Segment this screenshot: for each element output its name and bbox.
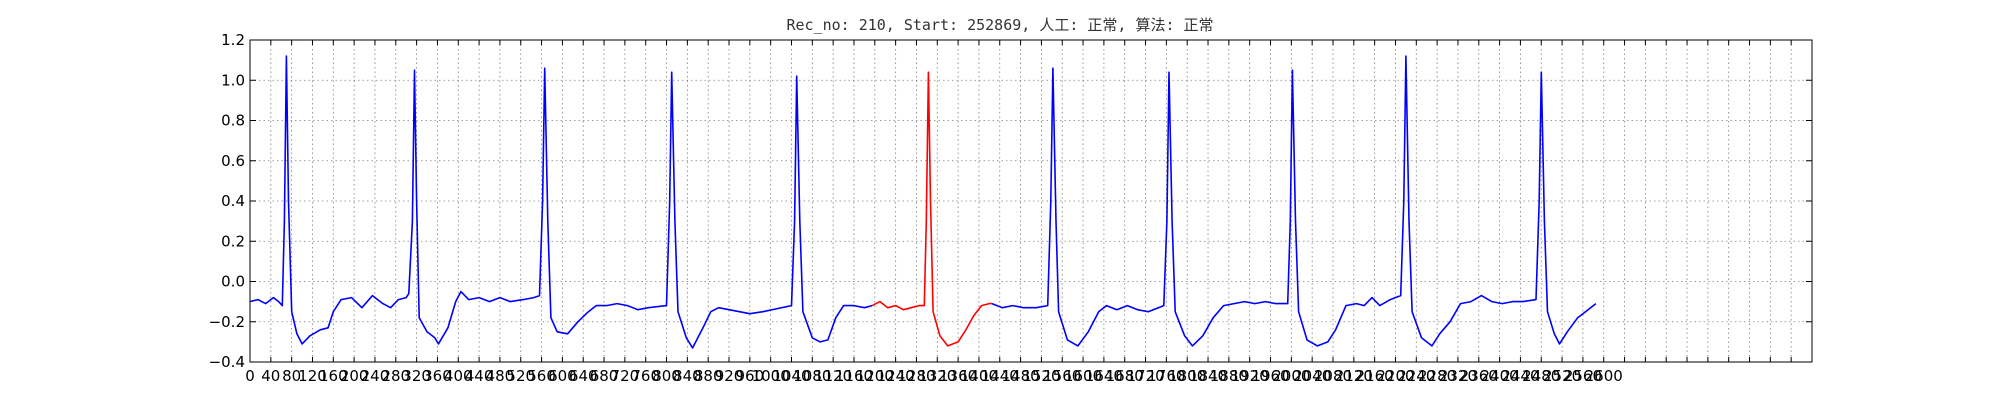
x-tick-label: 1560 [1043, 367, 1081, 385]
x-tick-label: 400 [444, 367, 473, 385]
x-tick-label: 1840 [1189, 367, 1227, 385]
x-tick-label: 760 [631, 367, 660, 385]
x-tick-label: 360 [423, 367, 452, 385]
y-tick-label: 1.0 [221, 71, 245, 89]
x-tick-label: 2120 [1335, 367, 1373, 385]
x-tick-label: 1920 [1231, 367, 1269, 385]
x-tick-label: 720 [611, 367, 640, 385]
x-tick-label: 2280 [1418, 367, 1456, 385]
x-tick-label: 2440 [1501, 367, 1539, 385]
x-tick-label: 80 [282, 367, 301, 385]
y-tick-label: 0.8 [221, 112, 245, 130]
ecg-segment-2 [871, 71, 992, 347]
x-tick-label: 1360 [939, 367, 977, 385]
y-tick-label: 0.4 [221, 192, 245, 210]
y-tick-label: 0.0 [221, 273, 245, 291]
x-tick-label: 2240 [1397, 367, 1435, 385]
x-tick-label: 320 [402, 367, 431, 385]
ecg-series [249, 55, 1597, 349]
x-tick-label: 920 [715, 367, 744, 385]
x-tick-label: 1640 [1085, 367, 1123, 385]
x-tick-label: 200 [340, 367, 369, 385]
x-tick-label: 1120 [814, 367, 852, 385]
x-tick-label: 280 [381, 367, 410, 385]
x-tick-label: 120 [298, 367, 327, 385]
x-tick-label: 1960 [1251, 367, 1289, 385]
x-tick-label: 640 [569, 367, 598, 385]
x-tick-label: 2320 [1439, 367, 1477, 385]
x-tick-label: 2360 [1460, 367, 1498, 385]
x-tick-label: 2480 [1522, 367, 1560, 385]
y-tick-label: −0.2 [209, 313, 245, 331]
x-tick-label: 1320 [918, 367, 956, 385]
x-tick-label: 40 [261, 367, 280, 385]
x-tick-label: 2040 [1293, 367, 1331, 385]
x-tick-label: 160 [319, 367, 348, 385]
x-tick-label: 2520 [1543, 367, 1581, 385]
x-tick-label: 1200 [856, 367, 894, 385]
x-axis-ticks: 0 40 8012016020024028032036040044048052056… [245, 40, 1813, 385]
x-tick-label: 1280 [897, 367, 935, 385]
x-tick-label: 2600 [1585, 367, 1623, 385]
chart-title: Rec_no: 210, Start: 252869, 人工: 正常, 算法: … [786, 16, 1213, 34]
y-tick-label: 0.2 [221, 232, 245, 250]
x-tick-label: 1720 [1126, 367, 1164, 385]
x-tick-label: 2400 [1481, 367, 1519, 385]
x-tick-label: 1000 [752, 367, 790, 385]
x-tick-label: 1240 [877, 367, 915, 385]
x-tick-label: 2000 [1272, 367, 1310, 385]
x-tick-label: 1080 [793, 367, 831, 385]
x-tick-label: 240 [361, 367, 390, 385]
x-tick-label: 600 [548, 367, 577, 385]
y-axis-ticks: −0.4 −0.2 0.0 0.2 0.4 0.6 0.8 1.0 1.2 [209, 31, 1812, 371]
x-tick-label: 440 [465, 367, 494, 385]
x-tick-label: 800 [652, 367, 681, 385]
x-tick-label: 1600 [1064, 367, 1102, 385]
y-tick-label: 0.6 [221, 152, 245, 170]
ecg-segment-3 [991, 55, 1597, 347]
x-tick-label: 480 [486, 367, 515, 385]
x-tick-label: 1520 [1022, 367, 1060, 385]
x-tick-label: 960 [736, 367, 765, 385]
x-tick-label: 1160 [835, 367, 873, 385]
x-tick-label: 2080 [1314, 367, 1352, 385]
x-tick-label: 560 [527, 367, 556, 385]
x-tick-label: 2560 [1564, 367, 1602, 385]
y-tick-label: −0.4 [209, 353, 245, 371]
x-tick-label: 1680 [1106, 367, 1144, 385]
grid-lines [249, 39, 1813, 363]
ecg-segment-1 [249, 55, 873, 349]
x-tick-label: 840 [673, 367, 702, 385]
x-tick-label: 1760 [1147, 367, 1185, 385]
x-tick-label: 1400 [960, 367, 998, 385]
x-tick-label: 520 [506, 367, 535, 385]
x-tick-label: 1480 [1001, 367, 1039, 385]
x-tick-label: 1040 [772, 367, 810, 385]
x-tick-label: 1880 [1210, 367, 1248, 385]
x-tick-label: 1800 [1168, 367, 1206, 385]
y-tick-label: 1.2 [221, 31, 245, 49]
x-tick-label: 2200 [1376, 367, 1414, 385]
x-tick-label: 880 [694, 367, 723, 385]
x-tick-label: 2160 [1356, 367, 1394, 385]
x-tick-label: 680 [590, 367, 619, 385]
x-tick-label: 1440 [981, 367, 1019, 385]
x-tick-label: 0 [245, 367, 255, 385]
